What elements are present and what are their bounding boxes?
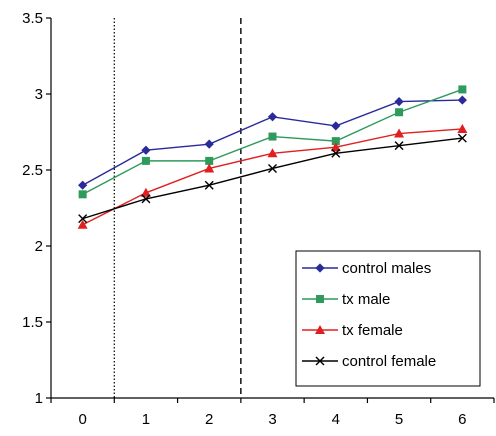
y-tick-label: 2: [35, 238, 43, 255]
data-point-tx-female: [77, 219, 88, 229]
y-tick-label: 3.5: [22, 10, 43, 27]
marker-stroke: [268, 163, 277, 173]
series-tx-male: [78, 85, 467, 199]
data-point-control-female: [394, 141, 404, 151]
data-point-control-female: [268, 163, 277, 173]
data-point-tx-female: [457, 123, 468, 133]
marker-stroke: [457, 133, 467, 143]
data-point-tx-female: [267, 148, 278, 158]
legend-marker: [315, 325, 325, 334]
marker-stroke: [141, 194, 151, 204]
data-point-tx-male: [395, 108, 404, 117]
y-tick-label: 1.5: [22, 314, 43, 331]
marker-stroke: [315, 356, 325, 366]
data-point-tx-male: [205, 156, 214, 165]
data-point-control-female: [457, 133, 467, 143]
data-point-control-female: [331, 148, 341, 158]
y-tick-label: 1: [35, 390, 43, 407]
data-point-tx-male: [78, 190, 87, 199]
data-point-control-males: [331, 121, 341, 131]
y-tick-label: 2.5: [22, 162, 43, 179]
series-control-males: [78, 95, 467, 190]
data-point-tx-male: [141, 156, 150, 165]
data-point-control-female: [141, 194, 151, 204]
series-layer: [77, 85, 468, 229]
x-tick-label: 0: [78, 411, 86, 428]
marker-stroke: [204, 180, 214, 190]
marker-stroke: [331, 148, 341, 158]
legend-label: control female: [342, 353, 436, 370]
data-point-control-males: [394, 97, 404, 107]
legend-box: [295, 250, 481, 387]
legend-marker: [315, 263, 325, 273]
data-point-control-males: [78, 180, 88, 190]
marker-stroke: [394, 141, 404, 151]
data-point-control-female: [78, 214, 88, 224]
x-tick-label: 2: [205, 411, 213, 428]
data-point-control-males: [141, 145, 151, 155]
legend-marker: [316, 295, 324, 303]
data-point-tx-male: [331, 137, 340, 146]
marker-stroke: [78, 214, 88, 224]
data-point-tx-female: [140, 187, 151, 197]
x-tick-label: 6: [458, 411, 466, 428]
data-point-control-males: [457, 95, 467, 105]
data-point-tx-male: [458, 85, 467, 94]
legend-label: tx male: [342, 291, 390, 308]
legend-item-tx-male: tx male: [302, 291, 390, 308]
data-point-control-males: [267, 112, 278, 122]
data-point-control-males: [204, 139, 214, 149]
series-control-female: [78, 133, 467, 224]
axes: 1 1.5 2 2.5 3 3.5 0 1 2 3 4 5 6: [22, 10, 495, 428]
series-tx-female: [77, 123, 468, 229]
x-tick-label: 5: [395, 411, 403, 428]
legend-item-control-female: control female: [302, 353, 436, 370]
data-point-tx-male: [268, 132, 277, 141]
data-point-tx-female: [330, 142, 341, 152]
x-tick-label: 4: [332, 411, 340, 428]
data-point-tx-female: [394, 128, 405, 138]
x-tick-label: 3: [268, 411, 276, 428]
data-point-tx-female: [204, 163, 215, 173]
legend-item-control-males: control males: [302, 260, 431, 277]
legend: control males tx male tx female control fem…: [295, 250, 481, 387]
y-tick-label: 3: [35, 86, 43, 103]
x-tick-label: 1: [142, 411, 150, 428]
legend-item-tx-female: tx female: [302, 322, 403, 339]
legend-marker: [315, 356, 325, 366]
legend-label: control males: [342, 260, 431, 277]
data-point-control-female: [204, 180, 214, 190]
legend-label: tx female: [342, 322, 403, 339]
